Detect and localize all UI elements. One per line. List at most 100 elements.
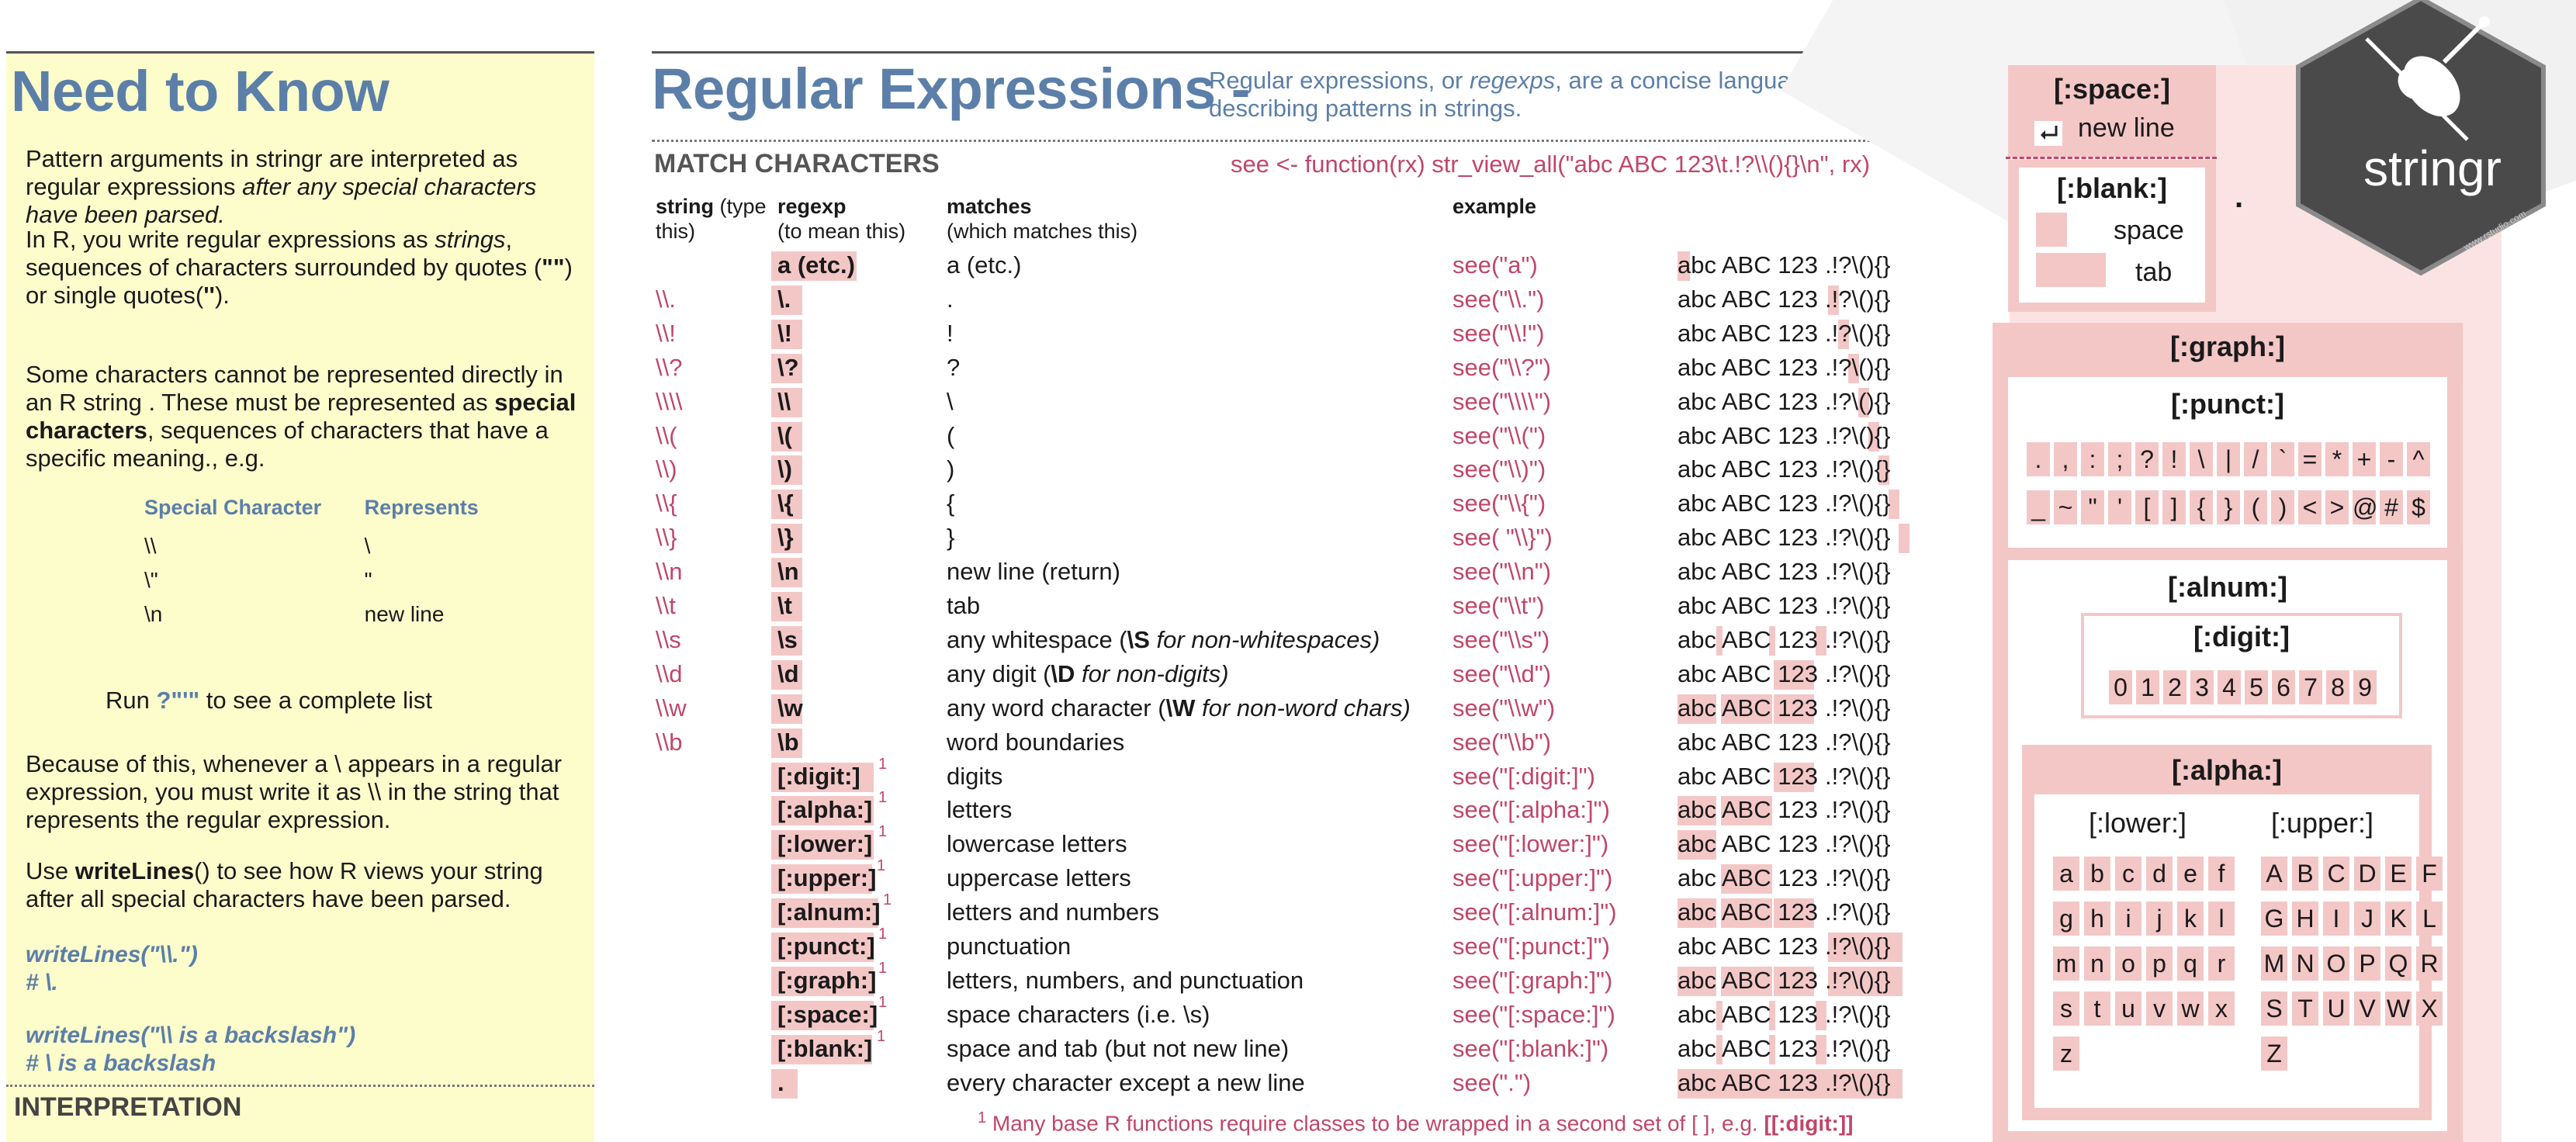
see-call: see("\\b") bbox=[1452, 728, 1552, 756]
matches-cell: } bbox=[947, 524, 955, 551]
example-text: .!?\(){} bbox=[1825, 1001, 1891, 1028]
character-chip: 2 bbox=[2163, 670, 2186, 704]
blank-class-label: [:blank:] bbox=[2057, 172, 2167, 204]
character-chip: " bbox=[2081, 490, 2104, 524]
example-1: writeLines("\\.") # \. bbox=[26, 942, 198, 995]
match-row: \\s \s any whitespace (\S for non-whitespa… bbox=[0, 623, 1909, 657]
string-cell: \\( bbox=[656, 422, 677, 449]
character-chip: 7 bbox=[2299, 670, 2322, 704]
regexp-cell: \( bbox=[777, 422, 792, 449]
match-row: \\n \n new line (return) see("\\n") abc ABC … bbox=[0, 555, 1909, 589]
character-chip: ' bbox=[2108, 490, 2131, 524]
example-text: .!?\(){} bbox=[1825, 455, 1891, 483]
example-highlight bbox=[1889, 490, 1899, 519]
character-chip: 4 bbox=[2218, 670, 2241, 704]
character-chip: = bbox=[2298, 442, 2322, 476]
see-call: see( "\\}") bbox=[1452, 524, 1553, 551]
character-chip: ! bbox=[2162, 442, 2186, 476]
example-text: .!?\(){} bbox=[1825, 830, 1891, 857]
example-highlight bbox=[1828, 933, 1903, 962]
character-chip: o bbox=[2115, 946, 2141, 981]
punct-class-label: [:punct:] bbox=[2171, 388, 2284, 420]
match-row: \\. \.. see("\\.") abc ABC 123 .!?\(){} bbox=[0, 282, 1909, 317]
regexp-cell: a (etc.) bbox=[777, 251, 855, 279]
matches-cell: space characters (i.e. \s) bbox=[947, 1001, 1210, 1028]
col-header-string: string (type this) bbox=[656, 195, 767, 243]
footnote-marker: 1 bbox=[878, 823, 888, 840]
see-call: see("\\(") bbox=[1452, 422, 1546, 449]
regexp-highlight bbox=[771, 933, 874, 962]
example-text: .!?\(){} bbox=[1825, 967, 1891, 994]
see-call: see("[:punct:]") bbox=[1452, 933, 1610, 960]
example-text: abc ABC 123 bbox=[1678, 967, 1818, 994]
example-highlight bbox=[1774, 898, 1814, 928]
string-cell: \\\\ bbox=[656, 388, 683, 415]
match-row: [:space:] 1 space characters (i.e. \s) see(… bbox=[0, 995, 1909, 1032]
matches-cell: letters and numbers bbox=[947, 898, 1159, 926]
character-chip: O bbox=[2323, 946, 2349, 981]
regexp-cell: \w bbox=[777, 694, 803, 722]
matches-cell: ( bbox=[947, 422, 955, 449]
example-highlight bbox=[1721, 967, 1772, 996]
example-text: abc ABC 123 bbox=[1678, 320, 1818, 347]
string-cell: \\. bbox=[656, 286, 676, 313]
dot-label: . bbox=[2235, 180, 2244, 214]
regexp-cell: \! bbox=[777, 320, 792, 347]
character-chip: R bbox=[2416, 946, 2443, 981]
example-highlight bbox=[1858, 388, 1869, 417]
matches-cell: word boundaries bbox=[947, 728, 1125, 756]
example-highlight bbox=[1828, 967, 1903, 996]
example-highlight bbox=[1816, 1035, 1826, 1064]
matches-cell: letters, numbers, and punctuation bbox=[947, 967, 1304, 994]
match-row: [:digit:] 1 digits see("[:digit:]") abc ABC … bbox=[0, 756, 1909, 794]
match-row: [:graph:] 1 letters, numbers, and punctuat… bbox=[0, 960, 1909, 998]
footnote-marker: 1 bbox=[878, 756, 888, 773]
example-highlight bbox=[1716, 1035, 1723, 1064]
regexp-highlight bbox=[771, 354, 802, 383]
example-text: .!?\(){} bbox=[1825, 592, 1891, 619]
example-text: .!?\(){} bbox=[1825, 558, 1891, 585]
character-chip: + bbox=[2353, 442, 2376, 476]
character-chip: g bbox=[2053, 901, 2079, 936]
match-row: [:alnum:] 1 letters and numbers see("[:alnu… bbox=[0, 892, 1909, 929]
table-row: \" " bbox=[138, 563, 503, 597]
match-row: [:blank:] 1 space and tab (but not new lin… bbox=[0, 1029, 1909, 1066]
example-text: abc ABC 123 bbox=[1678, 524, 1818, 551]
table-cell: \ bbox=[364, 534, 371, 558]
lower-class-label: [:lower:] bbox=[2088, 807, 2187, 839]
regexp-highlight bbox=[771, 1001, 874, 1030]
regexp-cell: [:digit:] bbox=[777, 763, 860, 790]
character-chip: . bbox=[2027, 442, 2050, 476]
regexp-cell: . bbox=[777, 1069, 784, 1096]
need-to-know-panel: Need to Know Pattern arguments in string… bbox=[6, 51, 594, 1142]
regexp-cell: \. bbox=[777, 286, 791, 313]
special-character-table: Special Character Represents \\ \ \" " \… bbox=[138, 496, 503, 632]
footnote-marker: 1 bbox=[878, 789, 888, 806]
example-highlight bbox=[1774, 660, 1814, 690]
character-chip: f bbox=[2208, 856, 2235, 891]
character-chip: 5 bbox=[2245, 670, 2268, 704]
regexp-highlight bbox=[771, 490, 802, 519]
matches-cell: a (etc.) bbox=[947, 251, 1022, 279]
match-row: \\? \?? see("\\?") abc ABC 123 .!?\(){} bbox=[0, 351, 1909, 385]
intro-paragraph: Pattern arguments in stringr are interpr… bbox=[26, 145, 537, 228]
regexp-highlight bbox=[771, 728, 802, 758]
match-row: [:alpha:] 1 letters see("[:alpha:]") abc ABC… bbox=[0, 789, 1909, 827]
matches-cell: . bbox=[947, 286, 954, 313]
regexp-highlight bbox=[771, 763, 874, 792]
example-highlight bbox=[1868, 422, 1879, 452]
character-chip: l bbox=[2208, 901, 2235, 936]
character-chip: Z bbox=[2261, 1036, 2287, 1071]
character-chip: > bbox=[2325, 490, 2349, 524]
regexp-highlight bbox=[771, 967, 874, 996]
example-text: .!?\(){} bbox=[1825, 1069, 1891, 1096]
example-text: abc ABC 123 bbox=[1678, 592, 1818, 619]
example-highlight bbox=[1848, 354, 1859, 383]
see-call: see("[:space:]") bbox=[1452, 1001, 1615, 1028]
character-chip: T bbox=[2292, 991, 2318, 1026]
matches-cell: \ bbox=[947, 388, 954, 415]
example-text: abc ABC 123 bbox=[1678, 1001, 1818, 1028]
regexp-cell: [:upper:] bbox=[777, 864, 877, 891]
tab-swatch bbox=[2036, 253, 2106, 287]
graph-class-label: [:graph:] bbox=[2170, 330, 2285, 362]
